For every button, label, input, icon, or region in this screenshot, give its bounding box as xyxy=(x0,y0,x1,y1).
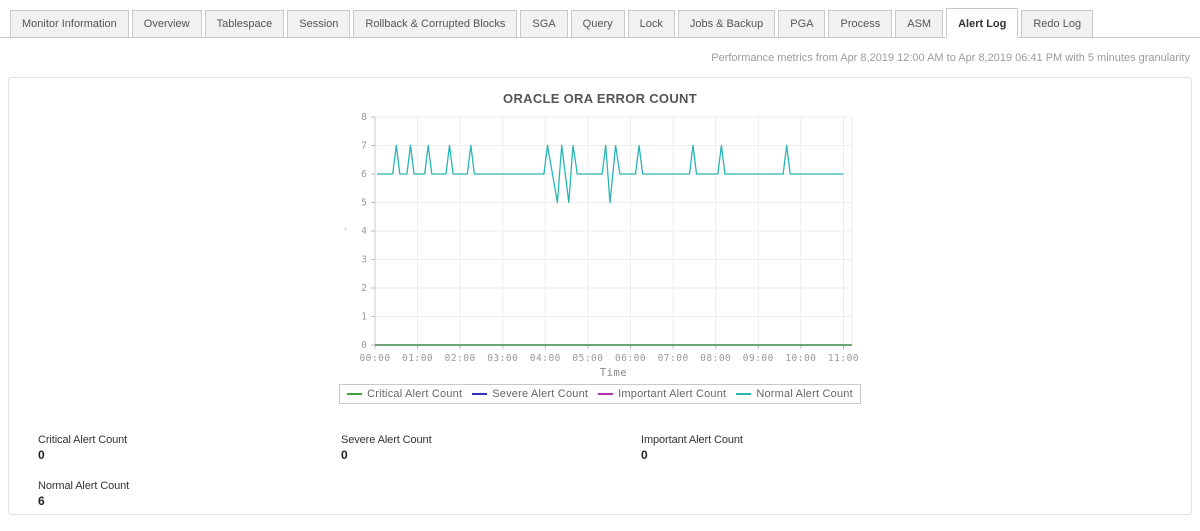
legend-row: Critical Alert Count Severe Alert Count Im… xyxy=(9,384,1191,404)
svg-text:': ' xyxy=(343,227,348,237)
important-alert-count-swatch-icon xyxy=(598,393,614,395)
svg-text:8: 8 xyxy=(361,112,367,123)
tab-lock[interactable]: Lock xyxy=(627,10,675,38)
svg-text:0: 0 xyxy=(361,340,367,351)
legend-label: Normal Alert Count xyxy=(756,388,853,400)
severe-alert-count-swatch-icon xyxy=(472,393,488,395)
svg-text:08:00: 08:00 xyxy=(700,353,731,364)
svg-text:03:00: 03:00 xyxy=(487,353,518,364)
legend-label: Severe Alert Count xyxy=(492,388,589,400)
svg-text:00:00: 00:00 xyxy=(359,353,390,364)
stat-label: Important Alert Count xyxy=(641,434,743,446)
tab-process[interactable]: Process xyxy=(828,10,893,38)
stat-value: 0 xyxy=(341,448,348,462)
stat-value: 6 xyxy=(38,494,45,508)
svg-text:1: 1 xyxy=(361,312,367,323)
stat-label: Severe Alert Count xyxy=(341,434,432,446)
legend-item-important-alert-count[interactable]: Important Alert Count xyxy=(598,388,726,400)
stat-critical-alert-count: Critical Alert Count 0 xyxy=(38,434,341,462)
svg-text:07:00: 07:00 xyxy=(658,353,689,364)
stat-value: 0 xyxy=(641,448,648,462)
svg-text:11:00: 11:00 xyxy=(828,353,859,364)
legend-item-normal-alert-count[interactable]: Normal Alert Count xyxy=(736,388,853,400)
performance-metrics-caption: Performance metrics from Apr 8,2019 12:0… xyxy=(711,52,1190,64)
stat-label: Normal Alert Count xyxy=(38,480,130,492)
chart-legend: Critical Alert Count Severe Alert Count Im… xyxy=(339,384,861,404)
svg-text:10:00: 10:00 xyxy=(785,353,816,364)
tab-query[interactable]: Query xyxy=(570,10,625,38)
alert-count-stats: Critical Alert Count 0 Severe Alert Count 0… xyxy=(9,404,1191,508)
stat-normal-alert-count: Normal Alert Count 6 xyxy=(38,480,341,508)
svg-text:4: 4 xyxy=(361,226,367,237)
tab-alert-log[interactable]: Alert Log xyxy=(946,8,1019,38)
tab-jobs-backup[interactable]: Jobs & Backup xyxy=(677,10,776,38)
normal-alert-count-swatch-icon xyxy=(736,393,752,395)
tab-asm[interactable]: ASM xyxy=(895,10,944,38)
svg-text:06:00: 06:00 xyxy=(615,353,646,364)
tab-tablespace[interactable]: Tablespace xyxy=(204,10,285,38)
chart-title: ORACLE ORA ERROR COUNT xyxy=(503,91,697,106)
tab-pga[interactable]: PGA xyxy=(778,10,826,38)
alert-log-panel: ORACLE ORA ERROR COUNT 0 1 2 3 4 5 6 7 8 ' 00:00 01… xyxy=(8,77,1192,515)
svg-text:Time: Time xyxy=(600,367,627,379)
tab-bar: Monitor Information Overview Tablespace Ses… xyxy=(0,0,1200,38)
svg-text:01:00: 01:00 xyxy=(402,353,433,364)
svg-text:7: 7 xyxy=(361,141,367,152)
svg-text:02:00: 02:00 xyxy=(445,353,476,364)
tab-rollback-corrupted-blocks[interactable]: Rollback & Corrupted Blocks xyxy=(353,10,518,38)
svg-text:6: 6 xyxy=(361,169,367,180)
tab-sga[interactable]: SGA xyxy=(520,10,568,38)
legend-item-critical-alert-count[interactable]: Critical Alert Count xyxy=(347,388,462,400)
stat-value: 0 xyxy=(38,448,45,462)
tab-session[interactable]: Session xyxy=(287,10,351,38)
svg-text:09:00: 09:00 xyxy=(743,353,774,364)
chart-area: 0 1 2 3 4 5 6 7 8 ' 00:00 01:00 02:00 03:00 04:00 05:00… xyxy=(9,107,1191,379)
svg-text:05:00: 05:00 xyxy=(572,353,603,364)
legend-item-severe-alert-count[interactable]: Severe Alert Count xyxy=(472,388,588,400)
svg-text:3: 3 xyxy=(361,255,367,266)
svg-text:04:00: 04:00 xyxy=(530,353,561,364)
tab-monitor-information[interactable]: Monitor Information xyxy=(10,10,129,38)
critical-alert-count-swatch-icon xyxy=(347,393,363,395)
stat-label: Critical Alert Count xyxy=(38,434,128,446)
stat-severe-alert-count: Severe Alert Count 0 xyxy=(341,434,641,462)
legend-label: Critical Alert Count xyxy=(367,388,463,400)
svg-text:2: 2 xyxy=(361,283,367,294)
tab-overview[interactable]: Overview xyxy=(131,10,202,38)
tab-redo-log[interactable]: Redo Log xyxy=(1021,10,1094,38)
legend-label: Important Alert Count xyxy=(618,388,727,400)
ora-error-chart: 0 1 2 3 4 5 6 7 8 ' 00:00 01:00 02:00 03:00 04:00 05:00… xyxy=(343,112,859,379)
stat-important-alert-count: Important Alert Count 0 xyxy=(641,434,1191,462)
svg-text:5: 5 xyxy=(361,198,367,209)
